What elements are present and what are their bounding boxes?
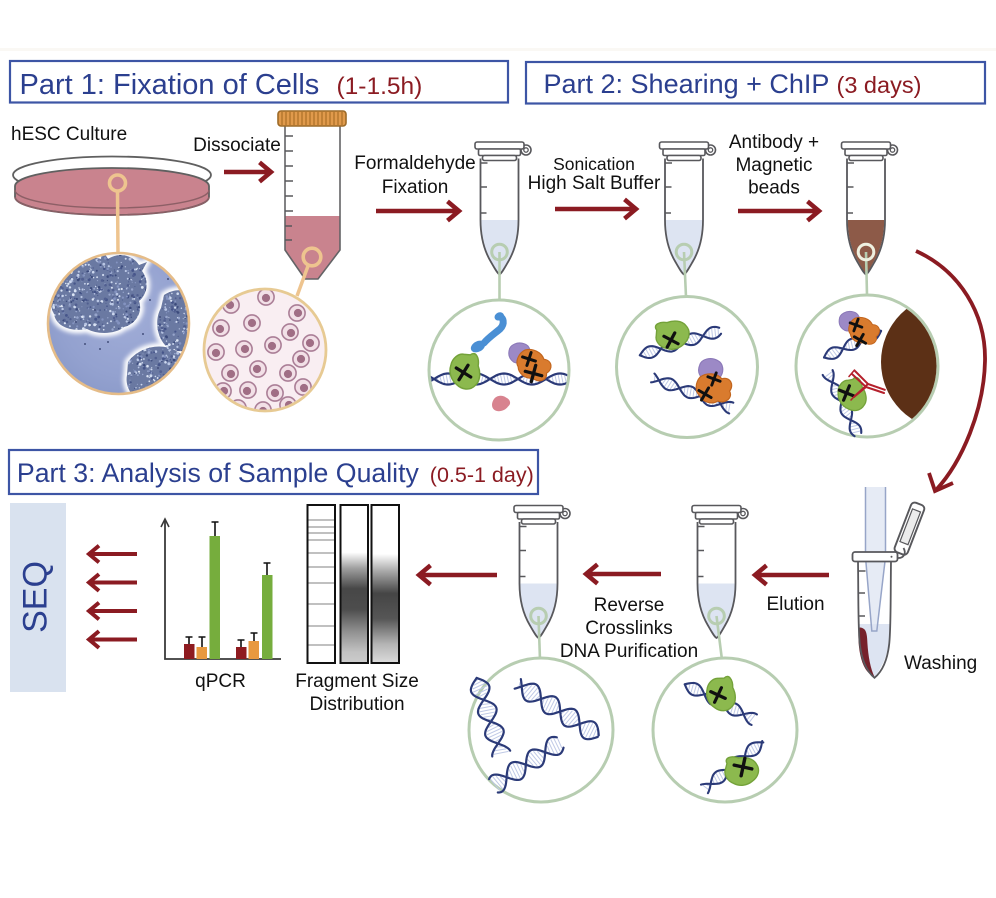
svg-text:Magnetic: Magnetic bbox=[735, 155, 812, 176]
svg-text:Fragment Size: Fragment Size bbox=[295, 671, 419, 692]
svg-text:Part 3: Analysis of Sample Qua: Part 3: Analysis of Sample Quality bbox=[17, 458, 420, 488]
svg-text:Formaldehyde: Formaldehyde bbox=[354, 153, 475, 174]
svg-text:beads: beads bbox=[748, 178, 800, 199]
svg-text:Elution: Elution bbox=[766, 594, 824, 615]
svg-text:(0.5-1 day): (0.5-1 day) bbox=[430, 463, 534, 487]
svg-text:Part 2: Shearing + ChIP: Part 2: Shearing + ChIP bbox=[544, 69, 830, 99]
svg-text:High Salt Buffer: High Salt Buffer bbox=[528, 173, 661, 194]
svg-text:Washing: Washing bbox=[904, 653, 977, 674]
svg-text:DNA Purification: DNA Purification bbox=[560, 641, 698, 662]
svg-text:hESC Culture: hESC Culture bbox=[11, 124, 127, 145]
svg-text:Fixation: Fixation bbox=[382, 177, 449, 198]
svg-text:Part 1: Fixation of Cells: Part 1: Fixation of Cells bbox=[20, 69, 320, 101]
svg-text:SEQ: SEQ bbox=[17, 561, 55, 633]
svg-text:Reverse: Reverse bbox=[594, 595, 665, 616]
svg-text:Sonication: Sonication bbox=[553, 154, 635, 174]
svg-text:Crosslinks: Crosslinks bbox=[585, 618, 673, 639]
svg-text:Dissociate: Dissociate bbox=[193, 135, 281, 156]
svg-text:Antibody +: Antibody + bbox=[729, 132, 819, 153]
svg-text:(3 days): (3 days) bbox=[837, 72, 922, 98]
svg-text:qPCR: qPCR bbox=[195, 671, 246, 692]
svg-text:(1-1.5h): (1-1.5h) bbox=[337, 73, 423, 100]
svg-text:Distribution: Distribution bbox=[309, 694, 404, 715]
